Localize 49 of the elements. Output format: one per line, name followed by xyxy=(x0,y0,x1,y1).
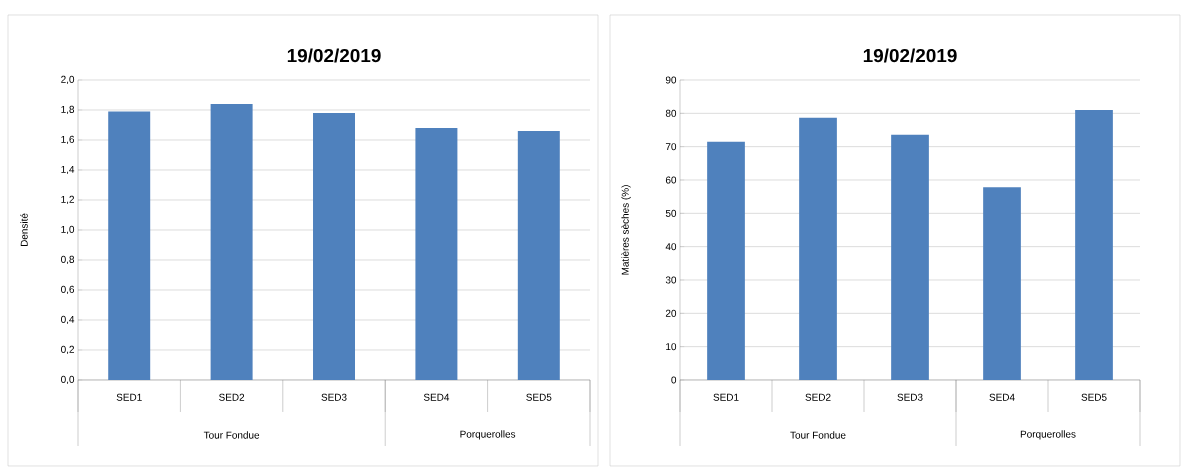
x-tick-label: SED2 xyxy=(219,393,245,401)
y-tick-label: 50 xyxy=(665,209,677,217)
text: Tour Fondue xyxy=(790,431,846,439)
bar xyxy=(517,130,560,380)
chart-title: 19/02/2019 xyxy=(863,48,957,63)
text: Porquerolles xyxy=(1020,430,1076,440)
bar xyxy=(707,141,745,380)
bar xyxy=(1075,109,1113,380)
y-tick-label: 0,0 xyxy=(61,375,75,385)
y-tick-label: 0,6 xyxy=(61,285,75,295)
y-tick-label: 70 xyxy=(665,143,677,151)
y-tick-label: 0 xyxy=(671,376,677,384)
x-tick-label: SED5 xyxy=(526,393,552,401)
y-tick-label: 1,0 xyxy=(61,225,75,235)
bar xyxy=(313,112,355,380)
bar xyxy=(108,111,151,380)
y-tick-label: 1,8 xyxy=(61,105,75,115)
bar xyxy=(210,103,253,380)
x-tick-label: SED3 xyxy=(321,393,347,401)
x-tick-label: SED1 xyxy=(116,393,142,401)
y-tick-label: 0,2 xyxy=(61,345,74,355)
y-axis-title: Densité xyxy=(20,213,28,247)
x-tick-label: SED2 xyxy=(805,393,831,401)
text: Tour Fondue xyxy=(203,431,260,439)
y-tick-label: 90 xyxy=(665,76,677,84)
bar xyxy=(891,134,929,380)
x-tick-label: SED1 xyxy=(713,393,739,401)
y-tick-label: 80 xyxy=(665,109,677,117)
y-tick-label: 2,0 xyxy=(61,75,75,85)
y-tick-label: 1,6 xyxy=(61,135,75,145)
y-tick-label: 40 xyxy=(665,243,677,251)
y-tick-label: 1,4 xyxy=(61,165,75,175)
chart-title: 19/02/2019 xyxy=(287,48,381,63)
y-tick-label: 20 xyxy=(665,309,677,317)
x-tick-label: SED5 xyxy=(1081,393,1107,401)
bar xyxy=(983,187,1021,380)
bar xyxy=(799,117,837,380)
y-axis-title: Matières sèches (%) xyxy=(621,185,631,275)
x-tick-label: SED3 xyxy=(897,393,923,401)
y-tick-label: 30 xyxy=(665,276,677,284)
bar xyxy=(415,127,458,380)
text: Porquerolles xyxy=(460,430,516,440)
y-tick-label: 0,8 xyxy=(61,255,75,265)
x-tick-label: SED4 xyxy=(989,393,1015,401)
y-tick-label: 0,4 xyxy=(61,315,75,325)
y-tick-label: 1,2 xyxy=(61,195,74,205)
y-tick-label: 10 xyxy=(666,343,677,351)
y-tick-label: 60 xyxy=(665,176,677,184)
x-tick-label: SED4 xyxy=(423,393,450,401)
